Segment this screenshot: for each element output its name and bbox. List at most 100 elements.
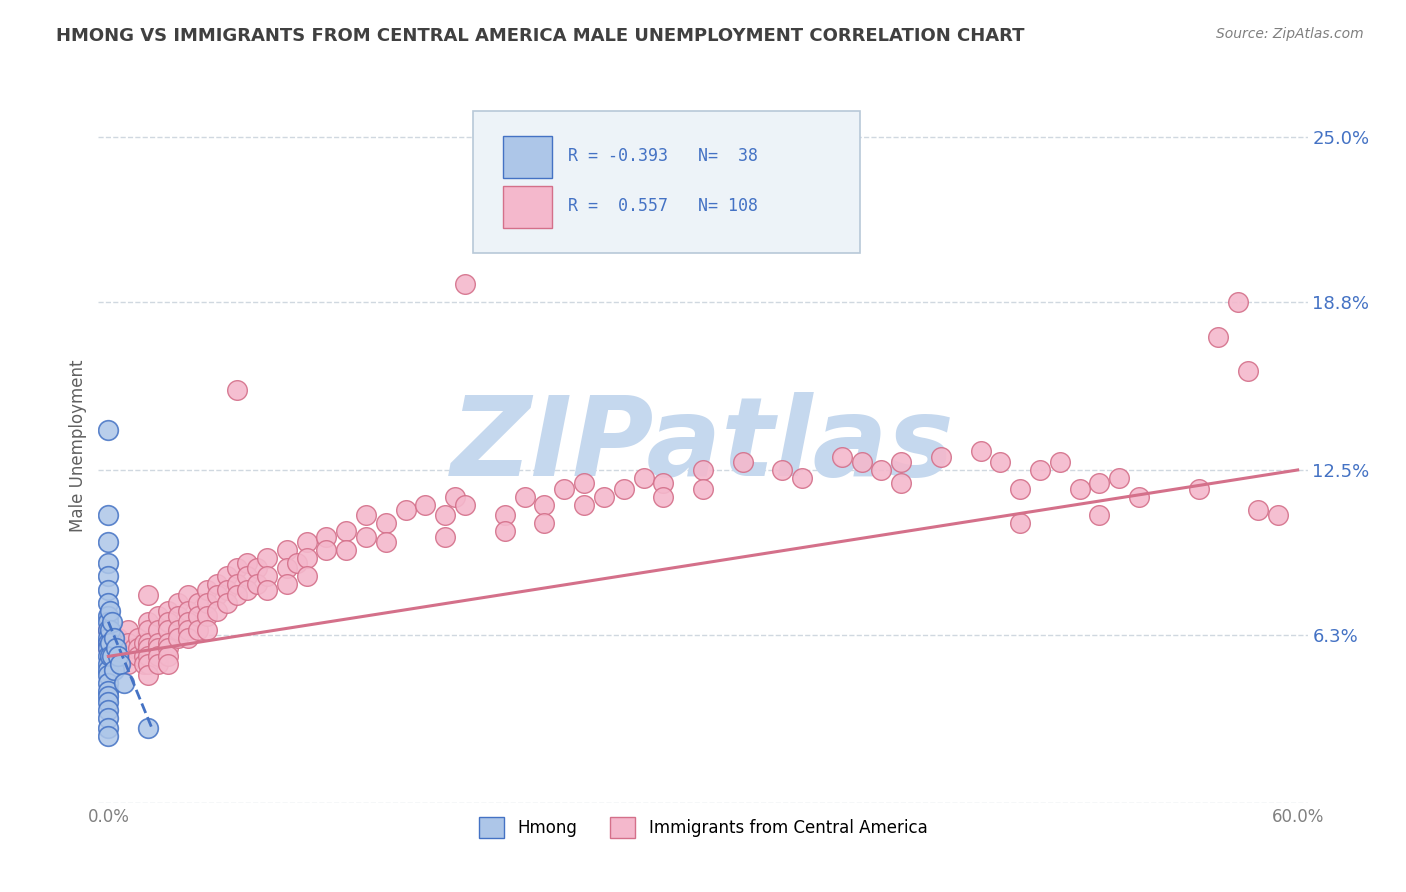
Point — [136, 641, 159, 656]
Point — [156, 604, 179, 618]
Point — [207, 588, 229, 602]
Point — [97, 684, 120, 698]
Point — [1069, 482, 1091, 496]
Point — [652, 490, 675, 504]
Point — [97, 649, 120, 664]
Point — [276, 542, 298, 557]
Point — [97, 668, 120, 682]
Point — [1029, 463, 1052, 477]
Point — [176, 615, 198, 629]
Point — [136, 721, 159, 735]
Point — [97, 556, 120, 570]
Point — [1237, 364, 1260, 378]
FancyBboxPatch shape — [474, 111, 860, 253]
Point — [434, 508, 457, 523]
Point — [132, 636, 155, 650]
Point — [1108, 471, 1130, 485]
Point — [1128, 490, 1150, 504]
Point — [97, 676, 120, 690]
Point — [652, 476, 675, 491]
FancyBboxPatch shape — [503, 136, 551, 178]
Point — [236, 556, 259, 570]
Point — [533, 516, 555, 531]
Point — [633, 471, 655, 485]
Point — [127, 641, 149, 656]
Point — [731, 455, 754, 469]
Point — [831, 450, 853, 464]
Point — [890, 476, 912, 491]
Point — [315, 529, 337, 543]
Point — [103, 663, 125, 677]
Point — [97, 695, 120, 709]
Point — [98, 604, 121, 618]
Point — [127, 631, 149, 645]
Point — [226, 561, 249, 575]
Point — [929, 450, 952, 464]
Point — [494, 524, 516, 539]
Point — [107, 649, 129, 664]
FancyBboxPatch shape — [503, 186, 551, 228]
Point — [256, 550, 278, 565]
Point — [692, 463, 714, 477]
Point — [276, 561, 298, 575]
Point — [197, 609, 219, 624]
Point — [122, 641, 145, 656]
Point — [197, 623, 219, 637]
Text: R = -0.393   N=  38: R = -0.393 N= 38 — [568, 146, 758, 164]
Point — [207, 577, 229, 591]
Text: Source: ZipAtlas.com: Source: ZipAtlas.com — [1216, 27, 1364, 41]
Point — [256, 569, 278, 583]
Point — [969, 444, 991, 458]
Point — [176, 588, 198, 602]
Point — [207, 604, 229, 618]
Point — [166, 609, 188, 624]
Point — [156, 623, 179, 637]
Point — [136, 657, 159, 672]
Point — [97, 729, 120, 743]
Point — [1247, 503, 1270, 517]
Point — [354, 529, 377, 543]
Point — [97, 636, 120, 650]
Point — [1010, 482, 1032, 496]
Point — [295, 550, 318, 565]
Point — [513, 490, 536, 504]
Point — [226, 577, 249, 591]
Point — [97, 631, 120, 645]
Point — [156, 636, 179, 650]
Point — [97, 623, 120, 637]
Point — [1088, 476, 1111, 491]
Point — [374, 534, 396, 549]
Legend: Hmong, Immigrants from Central America: Hmong, Immigrants from Central America — [472, 811, 934, 845]
Point — [335, 542, 357, 557]
Point — [374, 516, 396, 531]
Point — [572, 476, 595, 491]
Point — [890, 455, 912, 469]
Text: R =  0.557   N= 108: R = 0.557 N= 108 — [568, 196, 758, 214]
Point — [335, 524, 357, 539]
Point — [97, 636, 120, 650]
Point — [97, 569, 120, 583]
Point — [1088, 508, 1111, 523]
Point — [246, 577, 269, 591]
Point — [197, 596, 219, 610]
Point — [236, 569, 259, 583]
Point — [146, 623, 169, 637]
Point — [395, 503, 418, 517]
Point — [176, 631, 198, 645]
Point — [98, 649, 121, 664]
Point — [97, 703, 120, 717]
Point — [97, 657, 120, 672]
Point — [186, 623, 208, 637]
Point — [285, 556, 308, 570]
Point — [105, 641, 128, 656]
Point — [107, 631, 129, 645]
Point — [101, 649, 124, 664]
Point — [176, 623, 198, 637]
Point — [295, 534, 318, 549]
Point — [97, 641, 120, 656]
Point — [97, 721, 120, 735]
Point — [97, 641, 120, 656]
Point — [415, 498, 437, 512]
Point — [136, 636, 159, 650]
Point — [1267, 508, 1289, 523]
